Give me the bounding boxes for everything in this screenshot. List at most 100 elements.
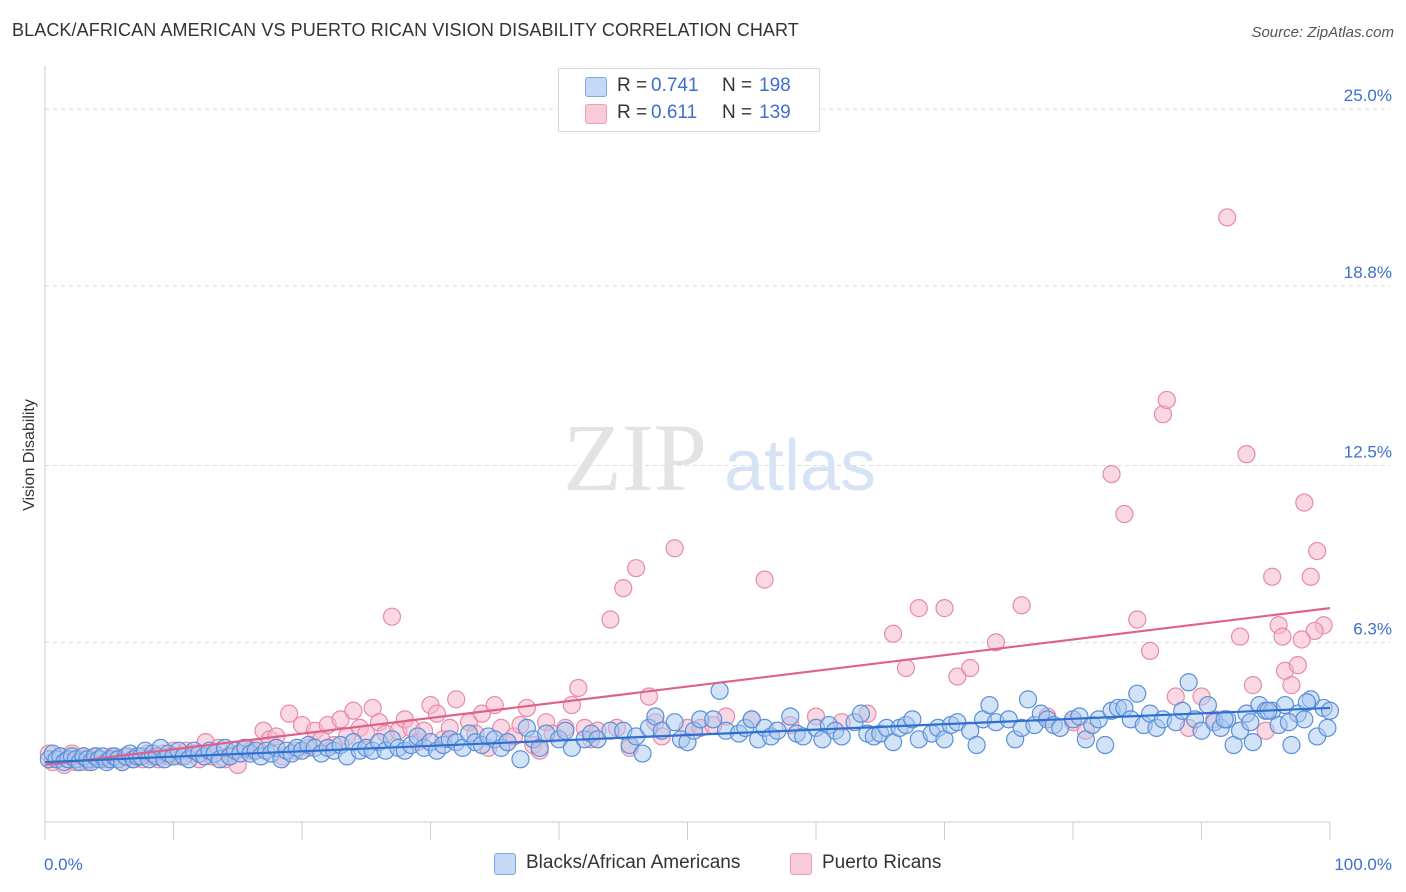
y-tick-label-3: 25.0% bbox=[1344, 86, 1392, 105]
blue-point bbox=[1241, 713, 1260, 732]
pink-point bbox=[1140, 641, 1160, 660]
blue-point bbox=[1018, 690, 1038, 709]
pink-legend-swatch bbox=[790, 853, 812, 875]
r-value: 0.611 bbox=[651, 102, 698, 123]
watermark-atlas: atlas bbox=[724, 426, 876, 506]
pink-point bbox=[1230, 627, 1250, 646]
blue-point bbox=[1282, 735, 1301, 755]
series-blacks bbox=[39, 673, 1340, 772]
blue-point bbox=[1192, 721, 1211, 740]
blue-point bbox=[1128, 684, 1147, 703]
pink-point bbox=[1218, 208, 1237, 227]
pink-point bbox=[601, 610, 620, 629]
blue-point bbox=[1215, 710, 1234, 729]
blue-point bbox=[511, 750, 530, 769]
pink-point bbox=[1012, 596, 1031, 615]
pink-point bbox=[614, 579, 633, 598]
trend-lines bbox=[44, 607, 1331, 767]
pink-point bbox=[909, 599, 928, 618]
pink-point bbox=[344, 701, 363, 720]
pink-point bbox=[948, 667, 967, 686]
pink-point bbox=[1301, 567, 1320, 586]
pink-point bbox=[1157, 390, 1176, 410]
pink-point bbox=[665, 539, 684, 558]
blue-point bbox=[1279, 713, 1298, 732]
pink-point bbox=[896, 658, 916, 678]
tick-labels: 6.3% 12.5% 18.8% 25.0% 0.0% 100.0% bbox=[44, 86, 1392, 874]
pink-point bbox=[1295, 493, 1314, 512]
blue-point bbox=[1295, 710, 1314, 729]
pink-point bbox=[280, 704, 299, 723]
n-label: N = bbox=[722, 75, 753, 96]
pink-point bbox=[1263, 567, 1282, 586]
blue-swatch bbox=[585, 77, 607, 97]
pink-point bbox=[1102, 464, 1121, 484]
r-label: R = bbox=[617, 102, 648, 123]
pink-point bbox=[382, 607, 402, 626]
n-value: 139 bbox=[759, 102, 791, 123]
n-value: 198 bbox=[759, 75, 791, 96]
blue-point bbox=[1320, 701, 1340, 720]
blue-point bbox=[1243, 733, 1263, 752]
trend-line-blacks bbox=[44, 706, 1331, 764]
blue-point bbox=[710, 681, 729, 700]
blue-point bbox=[1297, 693, 1316, 712]
blue-point bbox=[999, 710, 1018, 729]
pink-point bbox=[447, 690, 466, 709]
blue-point bbox=[851, 704, 871, 723]
y-tick-label-2: 18.8% bbox=[1344, 263, 1392, 282]
pink-point bbox=[1305, 621, 1324, 641]
blue-point bbox=[903, 710, 922, 729]
blue-point bbox=[1318, 718, 1337, 737]
pink-point bbox=[1128, 610, 1147, 629]
pink-swatch bbox=[585, 104, 607, 124]
blue-point bbox=[967, 735, 986, 755]
blue-point bbox=[1179, 673, 1198, 692]
r-label: R = bbox=[617, 75, 648, 96]
blacks-legend-label: Blacks/African Americans bbox=[526, 852, 741, 873]
source-label: Source: ZipAtlas.com bbox=[1251, 24, 1394, 41]
pink-point bbox=[935, 599, 954, 618]
puerto-ricans-legend-label: Puerto Ricans bbox=[822, 852, 942, 873]
axes bbox=[44, 66, 1331, 840]
pink-point bbox=[1288, 656, 1307, 675]
x-tick-label-0: 0.0% bbox=[44, 855, 83, 874]
chart-title: BLACK/AFRICAN AMERICAN VS PUERTO RICAN V… bbox=[12, 20, 799, 40]
correlation-legend: R = 0.741 N = 198 R = 0.611 N = 139 bbox=[558, 68, 820, 132]
blue-point bbox=[633, 744, 652, 763]
pink-point bbox=[755, 570, 774, 589]
y-tick-label-0: 6.3% bbox=[1353, 619, 1392, 638]
blue-point bbox=[794, 727, 813, 746]
pink-point bbox=[883, 624, 903, 643]
blue-point bbox=[980, 695, 999, 715]
pink-point bbox=[427, 704, 447, 723]
blue-point bbox=[1070, 707, 1089, 726]
pink-point bbox=[1243, 676, 1263, 695]
blue-point bbox=[665, 713, 684, 732]
r-value: 0.741 bbox=[651, 75, 699, 96]
n-label: N = bbox=[722, 102, 753, 123]
pink-point bbox=[986, 633, 1006, 652]
watermark-zip: ZIP bbox=[563, 404, 707, 511]
pink-point bbox=[1282, 676, 1301, 695]
watermark: ZIP atlas bbox=[563, 404, 876, 511]
pink-point bbox=[1237, 445, 1256, 464]
blue-point bbox=[1096, 735, 1115, 755]
blue-point bbox=[1198, 695, 1218, 715]
blue-legend-swatch bbox=[494, 853, 516, 875]
blue-point bbox=[704, 710, 723, 729]
blue-point bbox=[742, 710, 761, 729]
pink-point bbox=[1292, 630, 1311, 649]
pink-point bbox=[626, 559, 646, 578]
y-tick-label-1: 12.5% bbox=[1344, 443, 1392, 462]
gridlines bbox=[45, 108, 1390, 643]
pink-point bbox=[961, 658, 980, 678]
blue-point bbox=[832, 727, 851, 746]
trend-line-puerto-ricans bbox=[44, 607, 1331, 767]
x-tick-label-1: 100.0% bbox=[1334, 855, 1392, 874]
pink-point bbox=[1273, 627, 1292, 646]
blue-point bbox=[781, 707, 800, 726]
pink-point bbox=[1115, 504, 1134, 524]
pink-point bbox=[569, 678, 588, 698]
